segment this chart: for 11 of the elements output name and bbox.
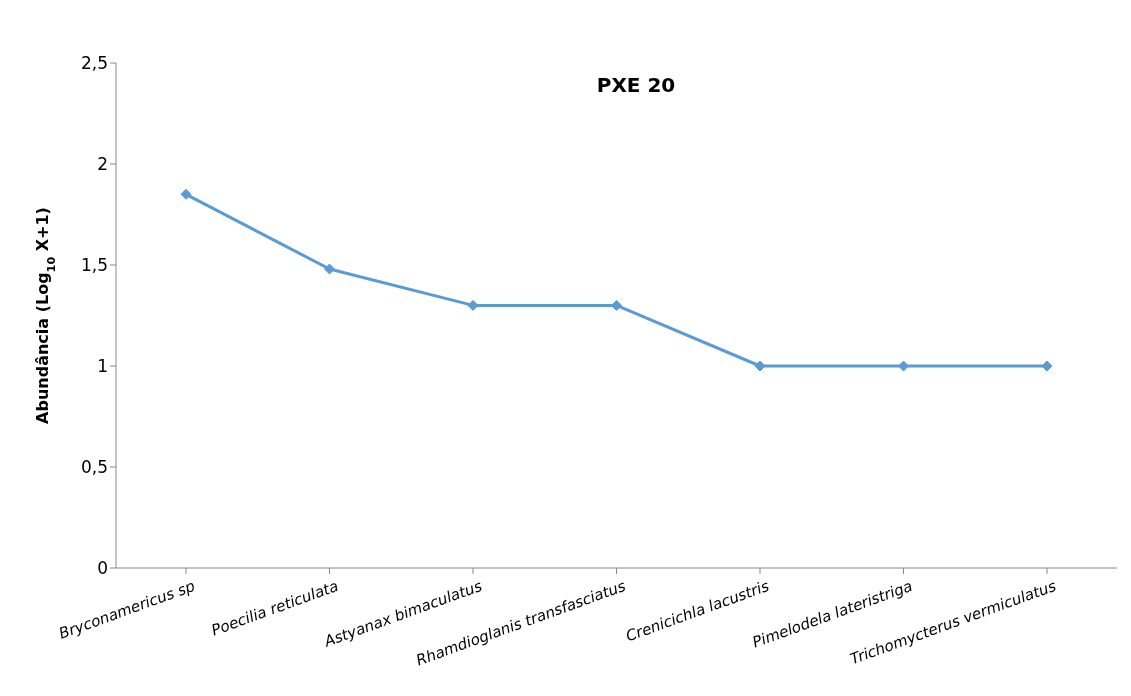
y-tick-label: 2,5 (80, 53, 108, 74)
point (611, 299, 622, 311)
point (180, 188, 192, 200)
y-tick-label: 1 (97, 356, 108, 377)
point (324, 263, 335, 275)
point (898, 360, 909, 372)
y-tick-label: 2 (97, 154, 108, 175)
text: PXE 20 (596, 73, 676, 97)
y-tick-label: 1,5 (80, 255, 108, 276)
y-tick-label: 0 (97, 558, 108, 579)
y-tick-label: 0,5 (80, 457, 108, 478)
